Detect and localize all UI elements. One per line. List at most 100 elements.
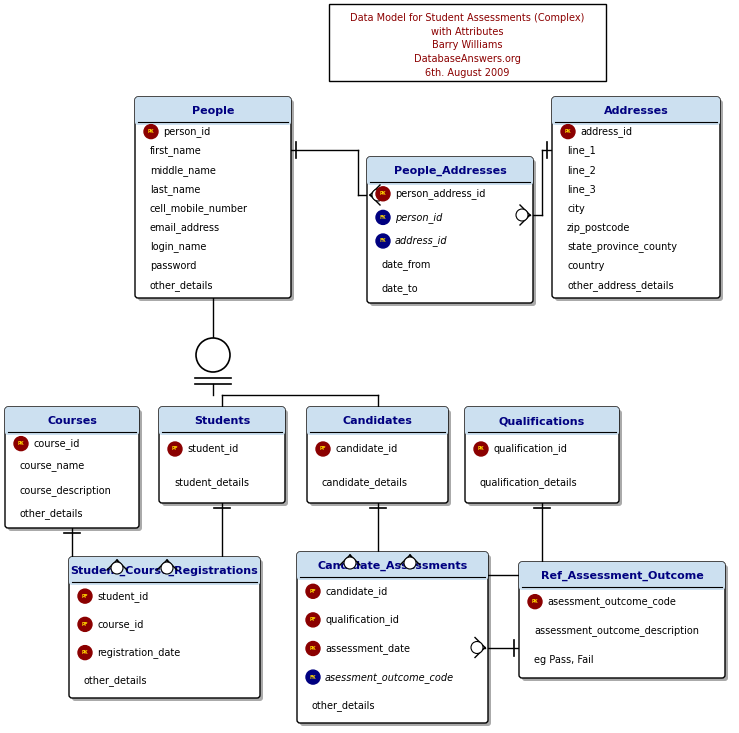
FancyBboxPatch shape: [468, 410, 622, 506]
FancyBboxPatch shape: [69, 557, 260, 698]
Text: state_province_county: state_province_county: [567, 241, 677, 252]
Text: course_id: course_id: [97, 619, 143, 630]
Circle shape: [78, 589, 92, 603]
Text: student_id: student_id: [187, 443, 238, 454]
Text: date_from: date_from: [382, 259, 432, 270]
FancyBboxPatch shape: [519, 562, 725, 678]
Text: PF: PF: [310, 589, 316, 594]
FancyBboxPatch shape: [367, 157, 533, 185]
Circle shape: [561, 125, 575, 139]
Text: other_address_details: other_address_details: [567, 280, 674, 291]
Circle shape: [161, 562, 173, 574]
FancyBboxPatch shape: [72, 560, 263, 701]
Text: qualification_id: qualification_id: [493, 443, 567, 454]
Circle shape: [306, 641, 320, 655]
Text: PK: PK: [82, 650, 88, 655]
FancyBboxPatch shape: [367, 157, 533, 303]
Text: asessment_outcome_code: asessment_outcome_code: [547, 596, 676, 607]
Text: with Attributes: with Attributes: [432, 26, 504, 37]
Text: Barry Williams: Barry Williams: [432, 40, 503, 51]
Circle shape: [78, 617, 92, 631]
Text: Qualifications: Qualifications: [499, 416, 585, 426]
Text: last_name: last_name: [150, 184, 200, 195]
Text: PF: PF: [171, 446, 178, 452]
FancyBboxPatch shape: [138, 100, 294, 301]
Circle shape: [372, 189, 384, 201]
Text: Ref_Assessment_Outcome: Ref_Assessment_Outcome: [541, 571, 704, 581]
FancyBboxPatch shape: [370, 160, 536, 306]
Text: line_3: line_3: [567, 184, 596, 195]
Text: address_id: address_id: [395, 235, 448, 246]
Text: address_id: address_id: [580, 126, 632, 137]
Text: line_2: line_2: [567, 165, 596, 175]
Text: PK: PK: [565, 129, 571, 134]
Text: person_address_id: person_address_id: [395, 188, 486, 199]
Text: assessment_outcome_description: assessment_outcome_description: [534, 625, 699, 636]
Text: People_Addresses: People_Addresses: [394, 166, 506, 176]
Circle shape: [376, 234, 390, 248]
Text: zip_postcode: zip_postcode: [567, 222, 630, 233]
Text: date_to: date_to: [382, 283, 418, 294]
Text: city: city: [567, 204, 585, 213]
Text: first_name: first_name: [150, 145, 202, 156]
Text: other_details: other_details: [20, 508, 84, 519]
FancyBboxPatch shape: [8, 410, 142, 531]
FancyBboxPatch shape: [69, 557, 260, 585]
Circle shape: [306, 613, 320, 627]
FancyBboxPatch shape: [465, 407, 619, 435]
Circle shape: [471, 641, 483, 654]
Circle shape: [528, 594, 542, 608]
Circle shape: [376, 210, 390, 224]
Text: Candidates: Candidates: [343, 416, 412, 426]
Circle shape: [306, 670, 320, 684]
Circle shape: [111, 562, 123, 574]
Circle shape: [474, 442, 488, 456]
FancyBboxPatch shape: [300, 555, 491, 726]
Text: FK: FK: [310, 674, 316, 679]
Text: Addresses: Addresses: [604, 106, 668, 116]
FancyBboxPatch shape: [5, 407, 139, 528]
FancyBboxPatch shape: [552, 97, 720, 298]
Text: person_id: person_id: [395, 212, 443, 223]
Text: student_details: student_details: [174, 477, 249, 488]
Circle shape: [376, 187, 390, 201]
FancyBboxPatch shape: [307, 407, 448, 503]
Text: PF: PF: [82, 622, 88, 627]
FancyBboxPatch shape: [329, 4, 606, 81]
Text: PK: PK: [18, 441, 24, 446]
Text: PF: PF: [82, 594, 88, 599]
Text: PK: PK: [380, 191, 386, 196]
Text: Students: Students: [194, 416, 250, 426]
Text: People: People: [192, 106, 234, 116]
Text: other_details: other_details: [84, 675, 148, 686]
Text: PK: PK: [532, 599, 538, 604]
FancyBboxPatch shape: [297, 552, 488, 580]
Text: qualification_id: qualification_id: [325, 614, 399, 625]
Text: person_id: person_id: [163, 126, 211, 137]
Circle shape: [168, 442, 182, 456]
Text: course_id: course_id: [33, 438, 79, 449]
FancyBboxPatch shape: [307, 407, 448, 435]
Circle shape: [516, 209, 528, 221]
Text: PK: PK: [148, 129, 154, 134]
Circle shape: [306, 584, 320, 598]
Text: assessment_date: assessment_date: [325, 643, 410, 654]
FancyBboxPatch shape: [135, 97, 291, 125]
FancyBboxPatch shape: [159, 407, 285, 503]
Circle shape: [14, 437, 28, 451]
Text: middle_name: middle_name: [150, 165, 216, 175]
FancyBboxPatch shape: [552, 97, 720, 125]
Text: line_1: line_1: [567, 145, 596, 156]
Text: candidate_details: candidate_details: [322, 477, 408, 488]
Circle shape: [144, 125, 158, 139]
Text: PF: PF: [310, 617, 316, 622]
Text: DatabaseAnswers.org: DatabaseAnswers.org: [414, 54, 521, 64]
Text: login_name: login_name: [150, 241, 206, 252]
FancyBboxPatch shape: [159, 407, 285, 435]
Text: course_name: course_name: [20, 462, 85, 472]
Circle shape: [344, 557, 356, 569]
Text: PF: PF: [320, 446, 326, 452]
FancyBboxPatch shape: [519, 562, 725, 590]
FancyBboxPatch shape: [297, 552, 488, 723]
Text: qualification_details: qualification_details: [480, 477, 578, 488]
